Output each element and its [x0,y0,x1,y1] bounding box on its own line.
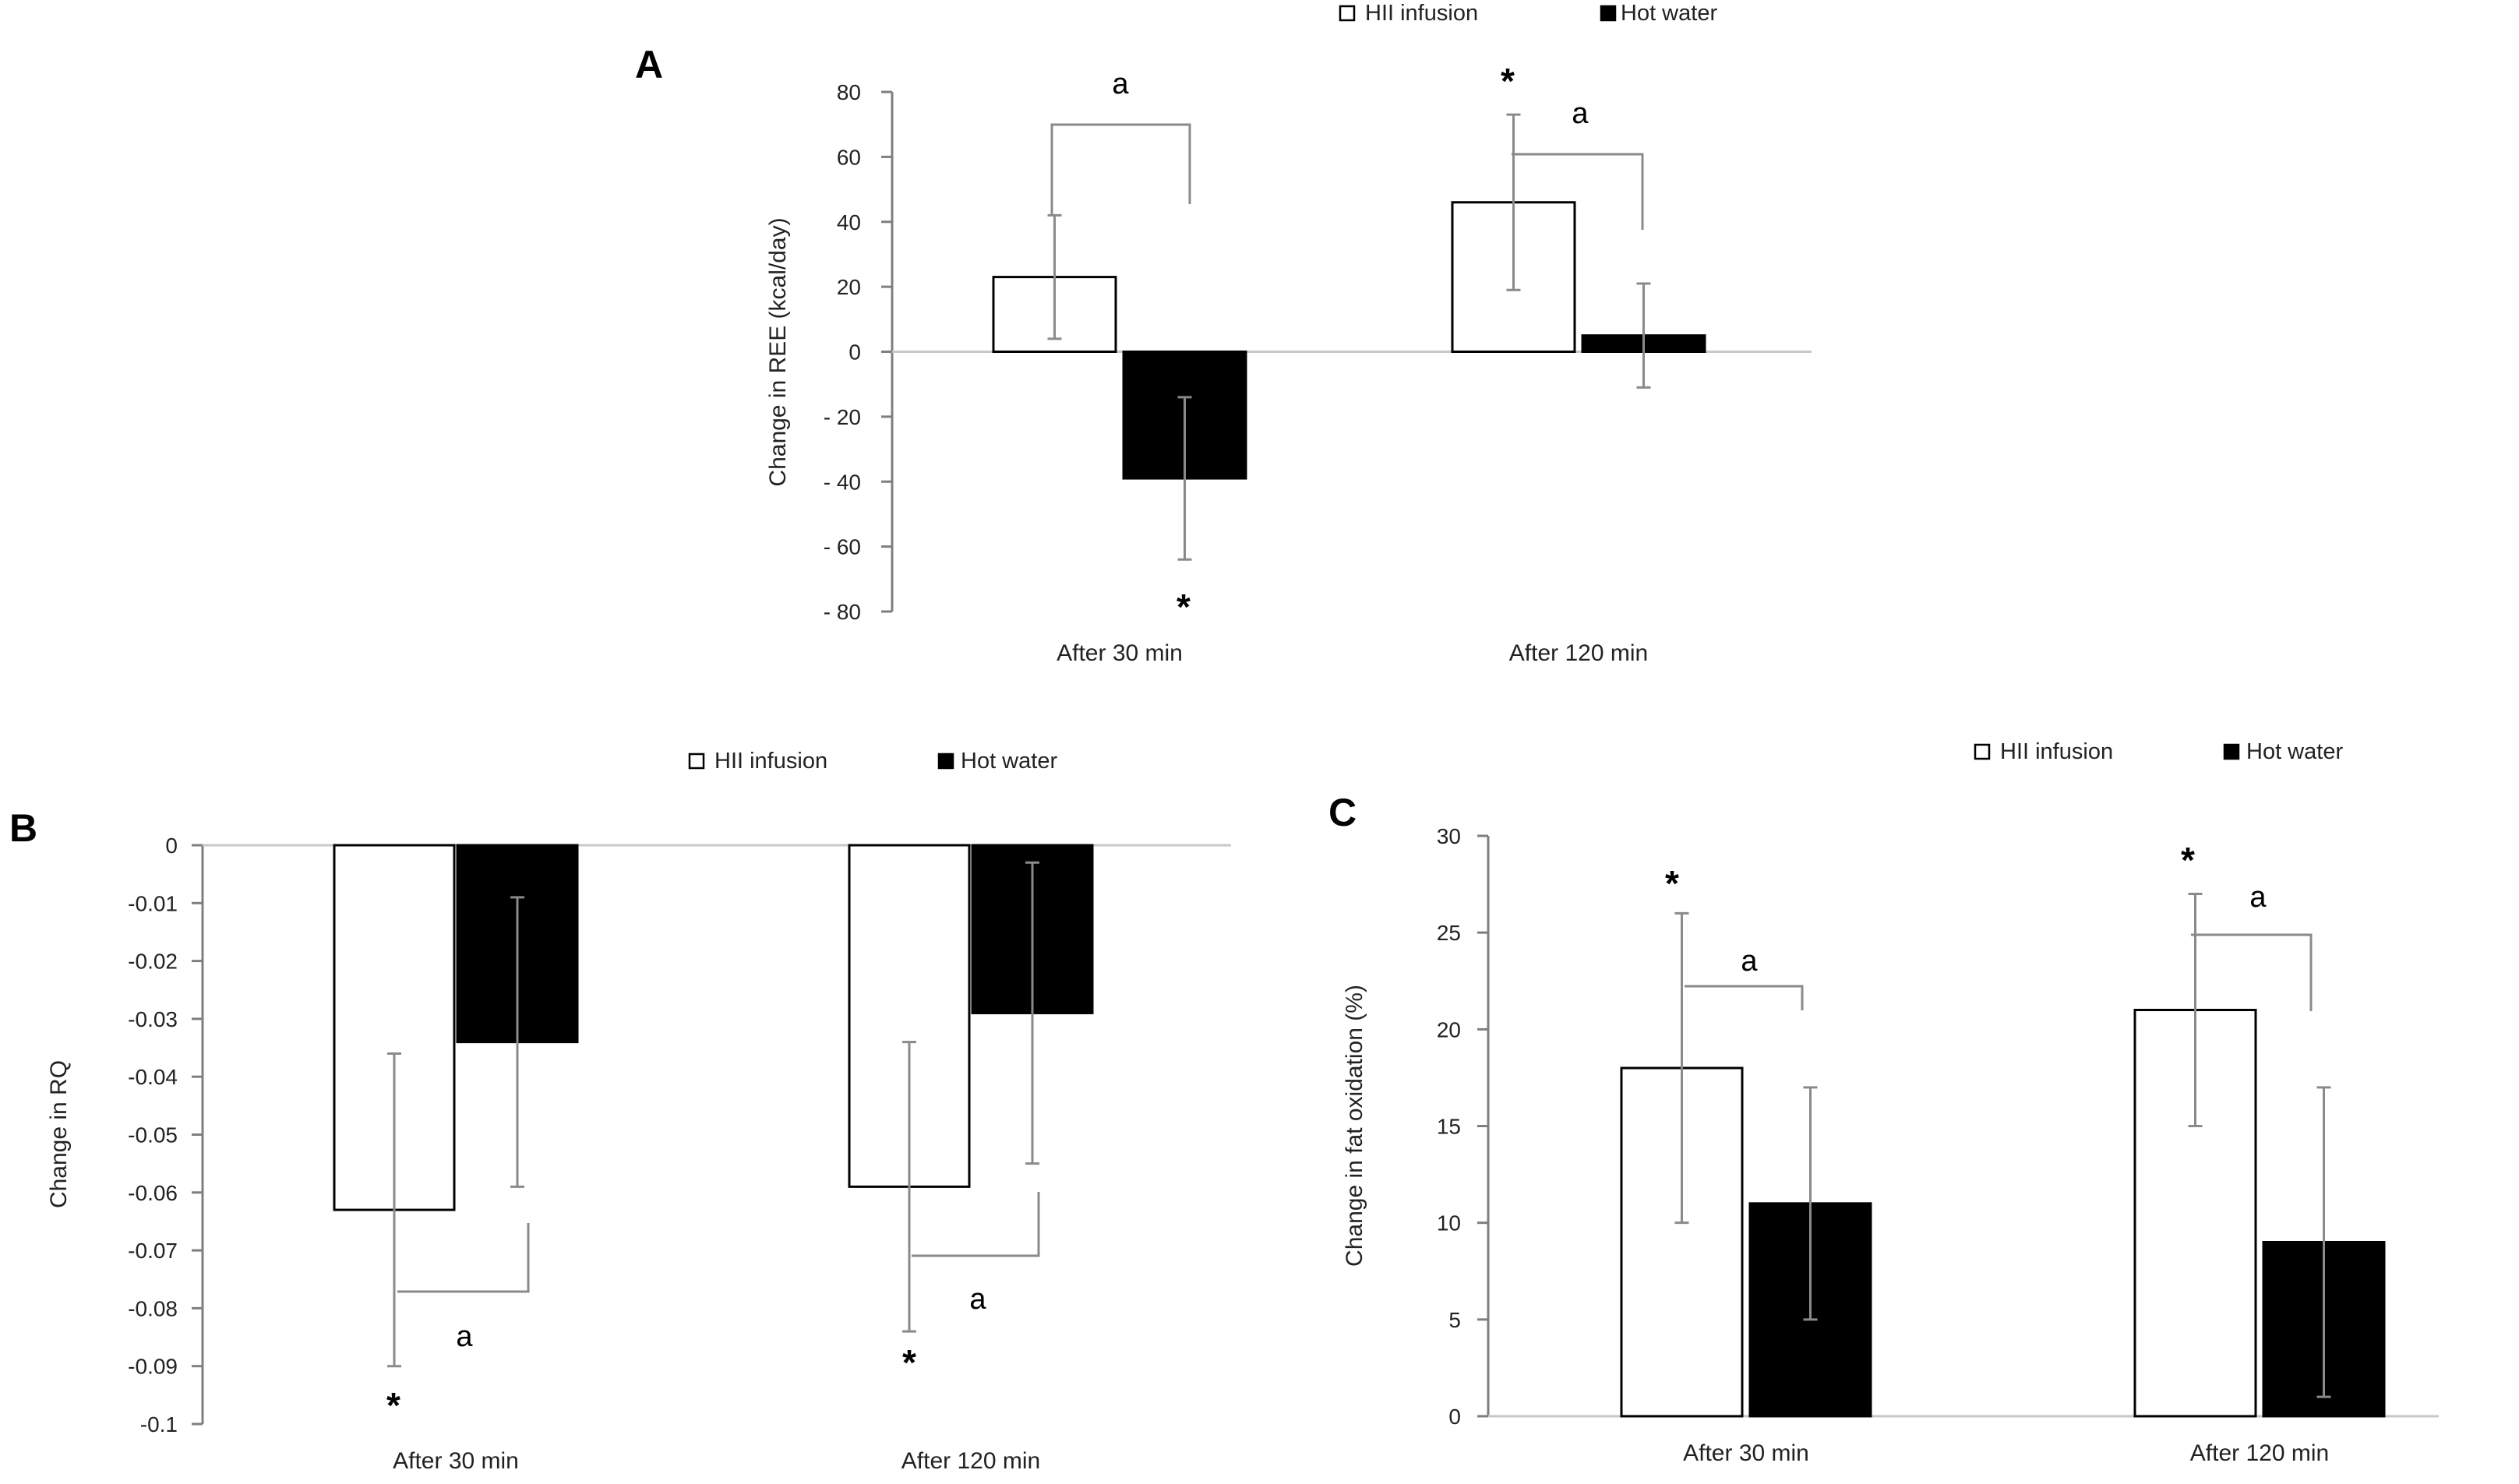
y-tick-label: -0.05 [128,1123,178,1147]
y-tick-label: 20 [837,275,861,299]
y-tick-label: -0.04 [128,1065,178,1089]
panel-b: B Change in RQ 0 -0.01 -0.02 -0.03 -0.04 -0.05 -… [9,749,1231,1474]
panel-letter: B [9,806,37,850]
y-tick-label: -0.09 [128,1355,178,1379]
y-axis-title: Change in fat oxidation (%) [1342,985,1367,1267]
y-tick-label: -0.01 [128,891,178,915]
comparison-letter: a [1741,945,1758,978]
y-tick-label: -0.03 [128,1007,178,1031]
legend-label: Hot water [961,749,1057,774]
y-tick-label: 5 [1448,1308,1461,1332]
y-tick-label: -0.02 [128,950,178,974]
comparison-letter: a [2249,881,2267,914]
legend-label: HII infusion [714,749,827,774]
y-tick-label: 15 [1437,1115,1461,1139]
bar-hii-infusion [1620,1066,1744,1418]
y-tick-label: 60 [837,145,861,169]
comparison-bracket [2191,933,2313,1011]
legend-swatch-hii-infusion [688,753,705,770]
y-tick-label: -0.1 [140,1412,178,1436]
comparison-bracket [1685,985,1804,1010]
significance-star: * [386,1385,400,1426]
significance-star: * [902,1342,916,1383]
category-label: After 120 min [2190,1440,2329,1466]
y-axis-title: Change in REE (kcal/day) [765,217,791,486]
panel-letter: C [1328,791,1357,834]
legend-label: HII infusion [1365,1,1478,26]
y-tick-label: -0.08 [128,1296,178,1320]
legend-swatch-hii-infusion [1974,743,1991,760]
bar-hii-infusion [2133,1009,2257,1418]
legend-swatch-hot-water [2223,743,2240,760]
category-label: After 120 min [901,1448,1040,1474]
y-tick-label: 30 [1437,824,1461,848]
y-tick-label: - 40 [824,470,861,494]
category-label: After 30 min [1057,640,1183,666]
legend-swatch-hii-infusion [1339,5,1356,22]
comparison-bracket [1512,153,1644,230]
comparison-letter: a [969,1283,986,1316]
y-tick-label: - 20 [824,405,861,429]
y-tick-label: -0.06 [128,1181,178,1205]
y-tick-label: 0 [165,834,178,858]
significance-star: * [1501,61,1515,101]
legend-swatch-hot-water [937,753,954,770]
y-tick-label: 10 [1437,1211,1461,1235]
comparison-letter: a [1572,97,1589,130]
y-tick-label: - 80 [824,600,861,624]
comparison-bracket [1050,123,1191,214]
legend-label: Hot water [1621,1,1717,26]
y-tick-label: 0 [1448,1405,1461,1429]
significance-star: * [2181,840,2195,880]
y-tick-label: 20 [1437,1017,1461,1042]
panel-c: C Change in fat oxidation (%) 30 25 20 15 10 5 0… [1328,739,2439,1466]
legend-swatch-hot-water [1600,5,1617,22]
panel-a: A Change in REE (kcal/day) 80 60 40 20 0 - 20 - … [635,1,1812,666]
y-tick-label: - 60 [824,535,861,559]
significance-star: * [1177,587,1191,627]
legend-label: HII infusion [2000,739,2113,764]
category-label: After 30 min [393,1448,519,1474]
y-tick-label: 80 [837,80,861,104]
comparison-letter: a [456,1320,473,1353]
comparison-bracket [912,1192,1040,1257]
panel-letter: A [635,43,663,86]
legend-label: Hot water [2246,739,2343,764]
bar-hii-infusion [848,844,971,1188]
y-tick-label: 0 [848,340,861,365]
y-tick-label: 40 [837,210,861,234]
y-tick-label: 25 [1437,921,1461,945]
significance-star: * [1665,863,1679,904]
y-axis-title: Change in RQ [46,1060,72,1208]
y-tick-label: -0.07 [128,1239,178,1263]
category-label: After 30 min [1683,1440,1809,1466]
category-label: After 120 min [1509,640,1648,666]
comparison-letter: a [1112,68,1129,100]
comparison-bracket [397,1223,530,1293]
